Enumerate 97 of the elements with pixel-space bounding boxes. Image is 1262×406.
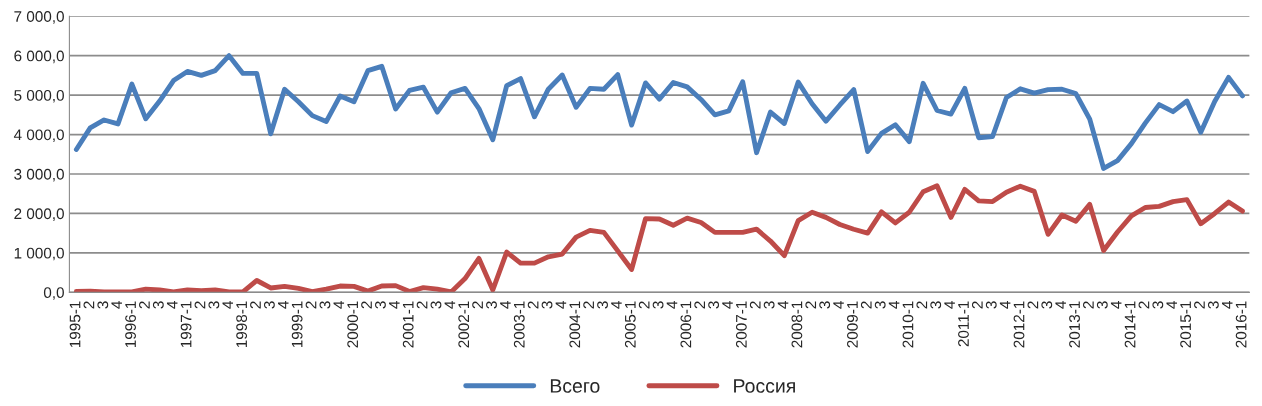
x-tick-label: 2 [971,301,983,309]
x-tick-label: 3 [430,301,442,309]
x-tick-label: 2 [361,301,372,309]
x-tick-label: 2003-1 [513,301,525,348]
x-tick-label: 2012-1 [1013,301,1025,348]
y-tick-label: 5 000,0 [14,89,64,103]
x-tick-label: 2 [194,301,206,309]
y-tick-label: 6 000,0 [14,50,64,64]
x-tick-label: 2 [694,301,705,309]
x-tick-label: 4 [944,301,955,309]
x-tick-label: 2 [416,301,428,309]
x-tick-label: 2 [860,301,872,309]
x-tick-label: 2010-1 [902,301,914,348]
x-tick-label: 2 [1138,301,1150,309]
x-tick-label: 2001-1 [402,301,414,348]
x-tick-label: 4 [444,301,456,309]
x-tick-label: 3 [319,301,331,309]
x-tick-label: 4 [1055,301,1066,309]
x-tick-label: 4 [389,301,400,309]
x-tick-label: 2 [527,301,539,309]
x-tick-label: 2 [638,301,650,309]
x-tick-label: 2015-1 [1180,301,1192,348]
x-tick-label: 3 [985,301,997,309]
x-tick-label: 2 [83,301,95,309]
x-tick-label: 2 [250,301,261,309]
x-tick-label: 2 [1027,301,1039,309]
x-tick-label: 4 [500,301,511,309]
x-tick-label: 3 [652,301,664,309]
x-tick-label: 3 [597,301,608,309]
x-tick-label: 2008-1 [791,301,803,348]
x-tick-label: 2011-1 [958,301,969,347]
x-tick-label: 4 [555,301,567,309]
x-tick-label: 4 [333,301,345,309]
x-tick-label: 1995-1 [69,301,81,348]
x-tick-label: 2009-1 [847,301,858,348]
y-tick-label: 3 000,0 [14,168,64,182]
line-series [73,53,1245,171]
x-tick-label: 3 [708,301,720,309]
x-tick-label: 3 [819,301,831,309]
x-tick-label: 2 [139,301,150,309]
x-tick-label: 4 [1110,301,1122,309]
x-tick-label: 2 [305,301,317,309]
x-tick-label: 2 [472,301,483,309]
x-tick-label: 2014-1 [1124,301,1136,348]
x-tick-label: 4 [1222,301,1233,309]
x-tick-label: 1999-1 [291,301,303,348]
legend-label: Всего [550,379,600,393]
x-tick-label: 2007-1 [735,301,747,348]
x-tick-label: 2 [1083,301,1094,309]
x-tick-label: 1996-1 [125,301,136,348]
x-tick-label: 2016-1 [1235,301,1247,348]
x-tick-label: 1998-1 [236,301,248,348]
y-tick-label: 1 000,0 [14,247,64,261]
y-tick-label: 4 000,0 [13,129,64,143]
x-tick-label: 4 [888,301,900,309]
x-tick-label: 2 [1194,301,1205,309]
x-tick-label: 4 [222,301,233,309]
x-tick-label: 4 [666,301,678,309]
x-tick-label: 2000-1 [347,301,359,348]
x-tick-label: 3 [263,301,275,309]
x-tick-label: 3 [874,301,886,309]
x-tick-label: 2002-1 [458,301,470,348]
x-tick-label: 4 [722,301,733,309]
x-tick-label: 4 [999,301,1011,309]
x-tick-label: 2013-1 [1069,301,1080,348]
legend-label: Россия [734,379,795,393]
line-series [73,183,1245,293]
x-tick-label: 2 [749,301,761,309]
x-tick-label: 2004-1 [569,301,581,348]
x-tick-label: 3 [1096,301,1108,309]
x-tick-label: 3 [763,301,775,309]
y-tick-label: 7 000,0 [14,11,64,24]
x-tick-label: 4 [1166,301,1177,309]
x-tick-label: 2005-1 [624,301,636,348]
x-tick-label: 3 [541,301,553,309]
x-tick-label: 2006-1 [680,301,692,348]
x-tick-label: 4 [278,301,289,309]
x-tick-label: 2 [805,301,817,309]
x-tick-label: 2 [916,301,928,309]
x-tick-label: 2 [583,301,594,309]
x-tick-label: 3 [375,301,386,309]
x-tick-label: 3 [486,301,497,309]
y-tick-label: 2 000,0 [14,208,64,221]
x-tick-label: 3 [1041,301,1053,309]
x-tick-label: 4 [833,301,844,309]
x-tick-label: 1997-1 [180,301,192,348]
x-tick-label: 3 [208,301,220,309]
x-tick-label: 3 [1207,301,1219,309]
x-tick-label: 4 [611,301,622,309]
y-tick-label: 0,0 [43,287,64,300]
x-tick-label: 4 [111,301,122,309]
x-tick-label: 3 [930,301,942,309]
x-tick-label: 3 [97,301,109,309]
x-tick-label: 4 [777,301,789,309]
x-tick-label: 4 [166,301,178,309]
x-tick-label: 3 [1152,301,1164,309]
x-tick-label: 3 [152,301,164,309]
